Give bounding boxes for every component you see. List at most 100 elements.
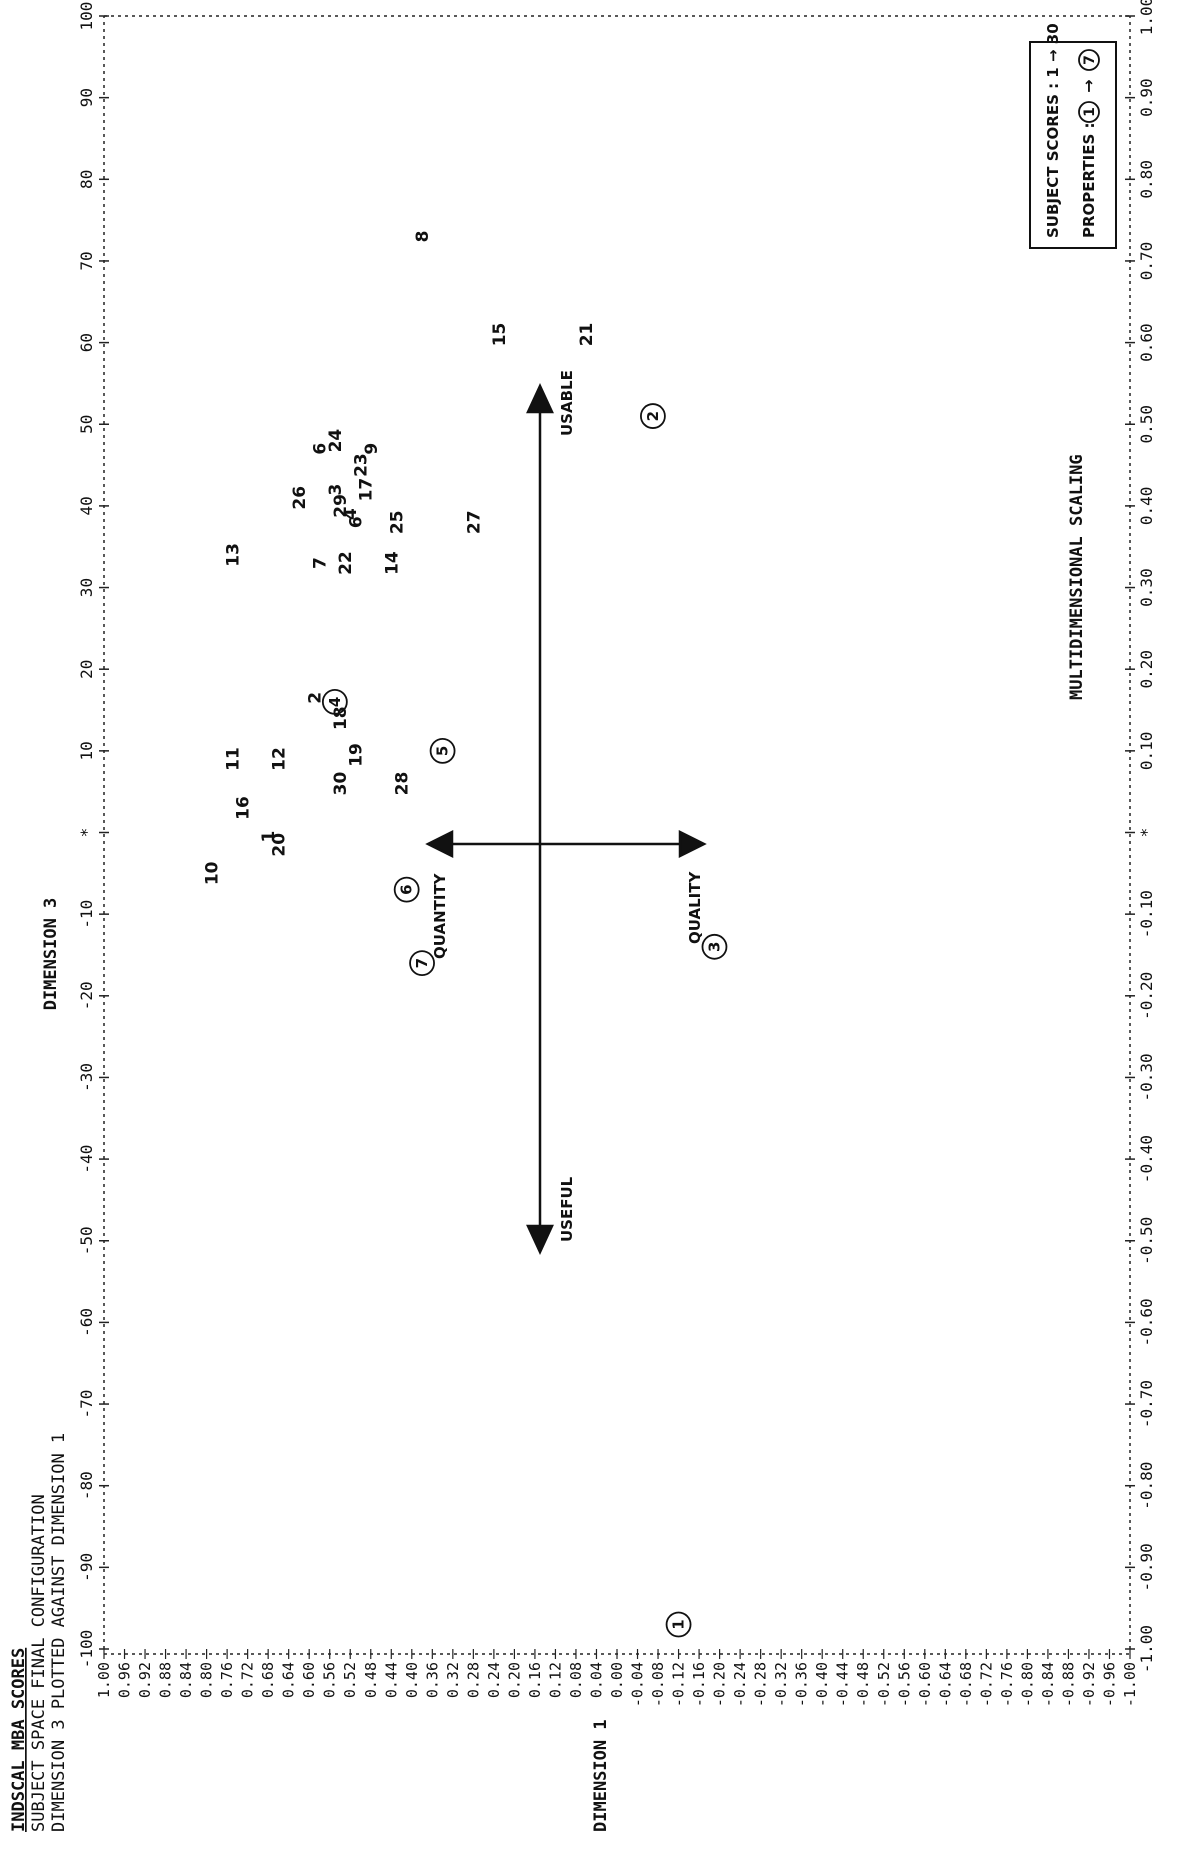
left-tick-label: -0.20 [711,1662,729,1707]
bottom-tick-label: 0.20 [1137,650,1156,689]
bottom-tick-label: 0.50 [1137,405,1156,444]
left-tick-label: 0.16 [526,1662,544,1698]
top-tick-label: * [77,828,96,838]
top-tick-label: 30 [77,578,96,597]
left-tick-label: -0.60 [916,1662,934,1707]
subject-point-6: 6 [310,443,330,455]
left-tick-label: -0.32 [772,1662,790,1707]
subject-point-29: 29 [331,494,351,518]
left-tick-label: -0.28 [752,1662,770,1707]
left-tick-label: -0.68 [957,1662,975,1707]
subject-point-24: 24 [326,429,346,453]
left-tick-label: -0.80 [1018,1662,1036,1707]
left-tick-label: 0.24 [485,1662,503,1698]
left-tick-label: -0.44 [834,1662,852,1707]
subject-point-13: 13 [223,543,243,567]
quality-label: QUALITY [686,871,704,944]
top-tick-label: -20 [77,981,96,1010]
left-tick-label: -0.52 [875,1662,893,1707]
top-tick-label: 40 [77,496,96,515]
property-circle [701,933,728,960]
property-circle [393,876,420,903]
main-title: MULTIDIMENSIONAL SCALING [1067,454,1087,700]
property-point-1: 1 [665,1611,692,1638]
property-circle [665,1611,692,1638]
left-tick-label: 0.92 [136,1662,154,1698]
left-tick-label: 0.80 [198,1662,216,1698]
top-tick-label: -30 [77,1063,96,1092]
legend-line1: SUBJECT SCORES : 1 → 30 [1044,23,1062,238]
property-point-2: 2 [640,403,666,429]
property-label: 4 [326,697,344,707]
subject-point-3: 3 [326,484,346,496]
legend-frame [1029,41,1117,249]
top-tick-label: 80 [77,170,96,189]
top-tick-label: -70 [77,1390,96,1419]
property-point-5: 5 [429,737,456,764]
left-tick-label: 0.84 [177,1662,195,1698]
top-tick-label: 60 [77,333,96,352]
left-tick-label: -0.24 [731,1662,749,1707]
property-label: 1 [670,1619,688,1629]
bottom-tick-label: 0.70 [1137,242,1156,281]
top-tick-label: 10 [77,741,96,760]
bottom-tick-label: 0.10 [1137,732,1156,771]
top-tick-label: -40 [77,1145,96,1174]
left-tick-label: -0.12 [670,1662,688,1707]
subject-point-1: 1 [259,831,279,843]
subject-point-30: 30 [331,772,351,796]
subject-point-18: 18 [331,706,351,730]
subject-point-10: 10 [203,861,223,885]
left-tick-label: -0.40 [813,1662,831,1707]
subject-point-28: 28 [393,772,413,796]
bottom-tick-label: -0.10 [1137,890,1156,938]
subject-point-25: 25 [387,510,407,534]
subject-point-8: 8 [413,231,433,243]
left-tick-label: 0.76 [218,1662,236,1698]
left-axis-label: DIMENSION 1 [591,1719,611,1832]
left-tick-label: 0.20 [505,1662,523,1698]
subject-point-16: 16 [234,796,254,820]
bottom-tick-label: 0.90 [1137,78,1156,117]
top-tick-label: -60 [77,1308,96,1337]
property-point-4: 4 [321,688,348,715]
left-tick-label: 0.08 [567,1662,585,1698]
property-circle [640,403,666,429]
top-tick-label: -90 [77,1553,96,1582]
left-tick-label: 0.60 [300,1662,318,1698]
left-tick-label: -0.76 [998,1662,1016,1707]
subject-point-11: 11 [223,747,243,771]
useful-arrowhead [526,1224,554,1255]
subject-point-21: 21 [577,323,597,347]
bottom-tick-label: 1.00 [1137,0,1156,35]
left-tick-label: -0.88 [1059,1662,1077,1707]
left-tick-label: 0.40 [403,1662,421,1698]
subject-point-2: 2 [305,692,325,704]
left-tick-label: 0.04 [587,1662,605,1698]
subject-point-14: 14 [382,551,402,575]
left-tick-label: -0.04 [629,1662,647,1707]
subject-point-4: 4 [341,508,361,520]
left-tick-label: -0.64 [936,1662,954,1707]
subject-point-27: 27 [464,510,484,534]
property-point-6: 6 [393,876,420,903]
left-tick-label: -0.08 [649,1662,667,1707]
left-tick-label: -0.16 [690,1662,708,1707]
legend-line2-prefix: PROPERTIES : [1080,123,1098,239]
subject-point-9: 9 [362,443,382,455]
legend-box: SUBJECT SCORES : 1 → 30 PROPERTIES : 1 →… [1029,23,1117,249]
subject-point-15: 15 [490,323,510,347]
left-tick-label: 0.36 [423,1662,441,1698]
left-tick-label: 0.72 [239,1662,257,1698]
header-line3: DIMENSION 3 PLOTTED AGAINST DIMENSION 1 [49,1433,69,1832]
useful-label: USEFUL [558,1176,576,1242]
top-tick-label: 20 [77,660,96,679]
left-tick-label: 0.28 [464,1662,482,1698]
legend-to: 7 [1082,55,1098,65]
bottom-tick-label: -0.40 [1137,1135,1156,1183]
bottom-tick-label: 0.60 [1137,323,1156,362]
left-tick-label: 0.12 [546,1662,564,1698]
usable-label: USABLE [558,370,576,436]
subject-point-7: 7 [310,557,330,569]
